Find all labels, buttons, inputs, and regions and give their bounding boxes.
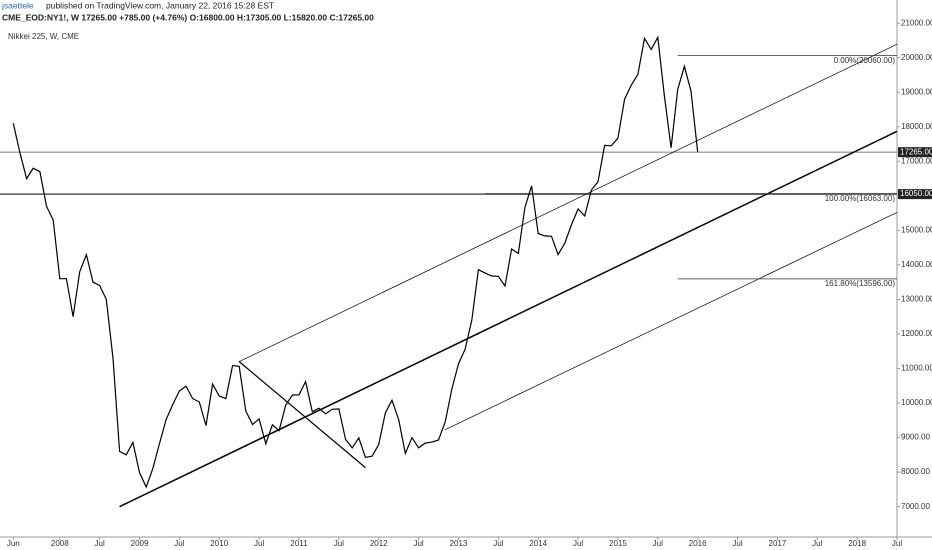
x-tick-label: Jul [573,539,583,548]
fib-label: 100.00%(16063.00) [825,194,896,203]
x-tick-label: 2009 [131,539,149,548]
y-tick-label: 15000.00 [901,225,932,234]
trendline [239,43,898,362]
y-tick-label: 7000.00 [901,502,930,511]
fib-label: 0.00%(20060.00) [834,56,896,65]
y-tick-label: 19000.00 [901,87,932,96]
x-tick-label: Jul [174,539,184,548]
x-tick-label: 2017 [769,539,787,548]
x-tick-label: 2014 [529,539,547,548]
y-tick-label: 21000.00 [901,18,932,27]
x-tick-label: 2016 [689,539,707,548]
price-label: 16050.00 [900,189,932,198]
y-tick-label: 18000.00 [901,122,932,131]
y-tick-label: 8000.00 [901,467,930,476]
fib-label: 161.80%(13596.00) [825,279,896,288]
trendline [445,212,898,430]
y-tick-label: 20000.00 [901,53,932,62]
x-tick-label: 2008 [51,539,69,548]
published: published on TradingView.com, January 22… [46,0,274,10]
price-line-series [12,35,699,489]
x-tick-label: 2018 [848,539,866,548]
price-label: 17265.00 [900,147,932,156]
y-tick-label: 9000.00 [901,433,930,442]
x-tick-label: Jul [653,539,663,548]
x-tick-label: Jul [254,539,264,548]
x-tick-label: Jul [732,539,742,548]
x-tick-label: Jul [413,539,423,548]
y-tick-label: 14000.00 [901,260,932,269]
x-tick-label: Jul [812,539,822,548]
x-tick-label: Jun [7,539,20,548]
x-tick-label: 2012 [370,539,388,548]
x-tick-label: 2013 [450,539,468,548]
y-tick-label: 12000.00 [901,329,932,338]
x-tick-label: Jul [95,539,105,548]
y-tick-label: 10000.00 [901,398,932,407]
quote: CME_EOD:NY1!, W 17265.00 +785.00 (+4.76%… [2,12,374,22]
x-tick-label: 2011 [290,539,308,548]
trendline [238,361,366,469]
y-tick-label: 11000.00 [901,364,932,373]
y-tick-label: 17000.00 [901,156,932,165]
x-tick-label: Jul [334,539,344,548]
x-tick-label: Jul [493,539,503,548]
x-tick-label: Jul [892,539,902,548]
chart-title: Nikkei 225, W, CME [8,32,79,41]
author[interactable]: jsaettele [1,0,34,10]
x-tick-label: 2010 [210,539,228,548]
y-tick-label: 13000.00 [901,295,932,304]
x-tick-label: 2015 [609,539,627,548]
price-label-box [898,147,932,158]
price-label-box [898,189,932,200]
